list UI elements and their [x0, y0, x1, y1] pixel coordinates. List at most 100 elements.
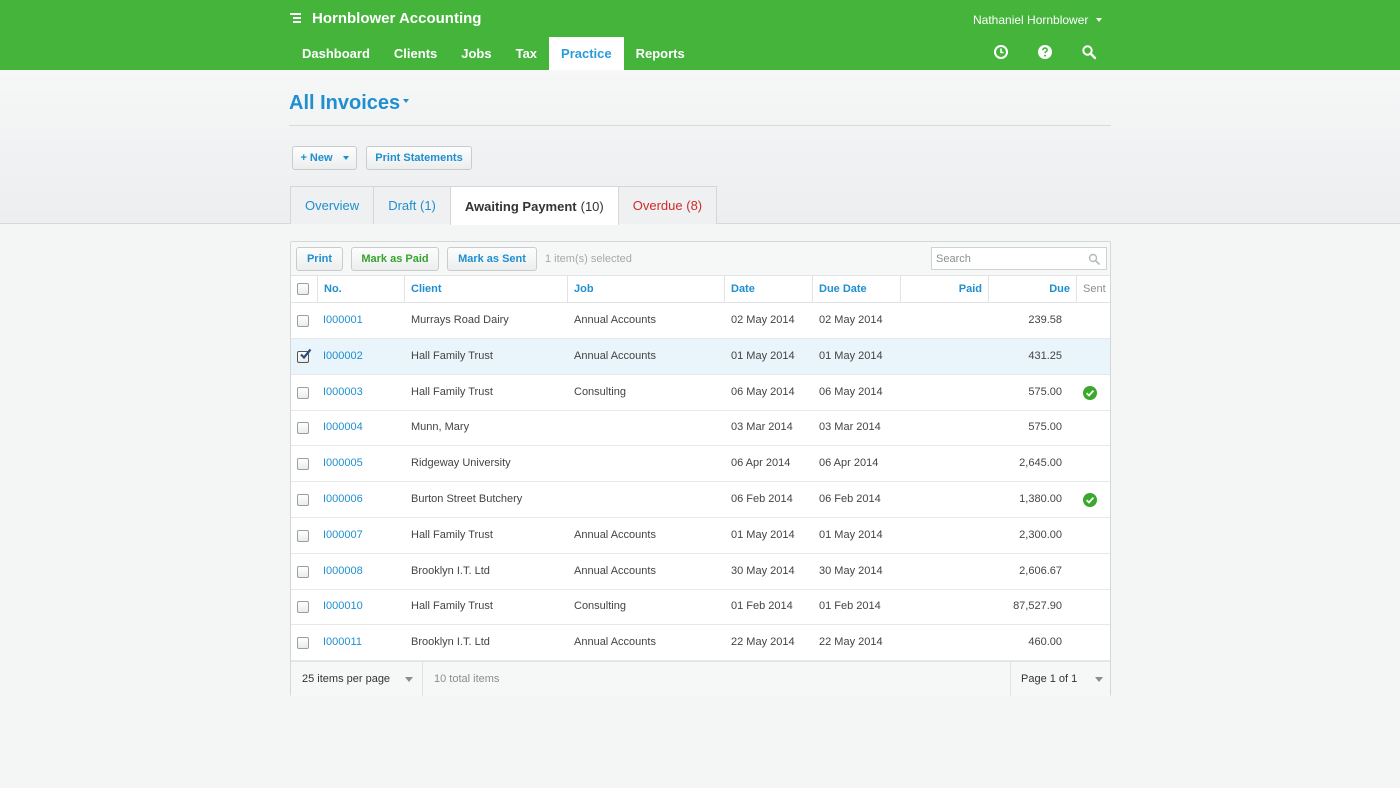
items-per-page-label: 25 items per page — [302, 673, 390, 685]
table-row[interactable]: I000011 Brooklyn I.T. Ltd Annual Accounts 2… — [291, 625, 1110, 661]
nav-jobs[interactable]: Jobs — [449, 37, 503, 70]
paid-cell — [900, 554, 982, 589]
job-cell: Annual Accounts — [574, 625, 656, 660]
table-row[interactable]: I000003 Hall Family Trust Consulting 06 May… — [291, 375, 1110, 411]
due-cell: 1,380.00 — [988, 482, 1062, 517]
client-cell: Murrays Road Dairy — [411, 303, 509, 338]
due-cell: 2,645.00 — [988, 446, 1062, 481]
invoice-number-link[interactable]: I000007 — [323, 518, 363, 553]
col-sent[interactable]: Sent — [1076, 276, 1110, 302]
invoice-number-link[interactable]: I000003 — [323, 375, 363, 410]
tab-awaiting-payment[interactable]: Awaiting Payment (10) — [450, 186, 619, 225]
chevron-down-icon — [1096, 18, 1102, 22]
tab-label: Draft — [388, 198, 416, 213]
row-checkbox[interactable] — [297, 422, 309, 434]
main-nav: Dashboard Clients Jobs Tax Practice Repo… — [290, 37, 697, 70]
row-checkbox[interactable] — [297, 458, 309, 470]
paid-cell — [900, 303, 982, 338]
col-client[interactable]: Client — [404, 276, 567, 302]
help-icon[interactable] — [1037, 44, 1053, 60]
nav-reports[interactable]: Reports — [624, 37, 697, 70]
invoice-number-link[interactable]: I000006 — [323, 482, 363, 517]
mark-as-sent-button[interactable]: Mark as Sent — [447, 247, 537, 271]
tab-count: (8) — [686, 198, 702, 213]
table-row[interactable]: I000004 Munn, Mary 03 Mar 2014 03 Mar 2014 5… — [291, 410, 1110, 446]
invoice-number-link[interactable]: I000005 — [323, 446, 363, 481]
due-date-cell: 03 Mar 2014 — [819, 410, 881, 445]
client-cell: Munn, Mary — [411, 410, 469, 445]
table-row[interactable]: I000005 Ridgeway University 06 Apr 2014 06 … — [291, 446, 1110, 482]
due-date-cell: 06 Apr 2014 — [819, 446, 878, 481]
sent-check-icon — [1083, 493, 1097, 507]
nav-practice[interactable]: Practice — [549, 37, 624, 70]
col-no[interactable]: No. — [317, 276, 404, 302]
client-cell: Hall Family Trust — [411, 589, 493, 624]
row-checkbox[interactable] — [297, 601, 309, 613]
table-row[interactable]: I000008 Brooklyn I.T. Ltd Annual Accounts 3… — [291, 554, 1110, 590]
nav-tax[interactable]: Tax — [504, 37, 549, 70]
invoice-number-link[interactable]: I000011 — [323, 625, 362, 660]
date-cell: 06 Apr 2014 — [731, 446, 790, 481]
paid-cell — [900, 625, 982, 660]
invoice-number-link[interactable]: I000001 — [323, 303, 363, 338]
mark-as-paid-button[interactable]: Mark as Paid — [351, 247, 439, 271]
page-select[interactable]: Page 1 of 1 — [1010, 662, 1110, 696]
table-row[interactable]: I000006 Burton Street Butchery 06 Feb 2014… — [291, 482, 1110, 518]
col-due[interactable]: Due — [988, 276, 1076, 302]
row-checkbox[interactable] — [297, 315, 309, 327]
invoice-number-link[interactable]: I000002 — [323, 339, 363, 374]
row-checkbox[interactable] — [297, 566, 309, 578]
title-divider — [289, 125, 1111, 126]
table-row[interactable]: I000001 Murrays Road Dairy Annual Accounts… — [291, 303, 1110, 339]
table-row[interactable]: I000007 Hall Family Trust Annual Accounts 0… — [291, 518, 1110, 554]
paid-cell — [900, 589, 982, 624]
due-date-cell: 02 May 2014 — [819, 303, 883, 338]
tab-overview[interactable]: Overview — [290, 186, 374, 224]
invoice-number-link[interactable]: I000004 — [323, 410, 363, 445]
col-due-date[interactable]: Due Date — [812, 276, 900, 302]
date-cell: 02 May 2014 — [731, 303, 795, 338]
clock-icon[interactable] — [993, 44, 1009, 60]
magnifier-icon[interactable] — [1088, 253, 1100, 268]
row-checkbox[interactable] — [297, 530, 309, 542]
date-cell: 06 Feb 2014 — [731, 482, 793, 517]
select-all-checkbox[interactable] — [297, 283, 309, 295]
row-checkbox[interactable] — [297, 637, 309, 649]
print-button[interactable]: Print — [296, 247, 343, 271]
client-cell: Brooklyn I.T. Ltd — [411, 554, 490, 589]
print-statements-button[interactable]: Print Statements — [366, 146, 472, 170]
items-per-page-select[interactable]: 25 items per page — [291, 662, 423, 696]
date-cell: 06 May 2014 — [731, 375, 795, 410]
user-menu[interactable]: Nathaniel Hornblower — [973, 13, 1102, 27]
col-job[interactable]: Job — [567, 276, 724, 302]
nav-dashboard[interactable]: Dashboard — [290, 37, 382, 70]
nav-clients[interactable]: Clients — [382, 37, 449, 70]
col-date[interactable]: Date — [724, 276, 812, 302]
row-checkbox[interactable] — [297, 387, 309, 399]
app-brand[interactable]: Hornblower Accounting — [290, 9, 481, 27]
due-date-cell: 01 May 2014 — [819, 339, 883, 374]
new-button-label: + New — [300, 152, 332, 164]
search-input[interactable] — [932, 248, 1082, 269]
search-icon[interactable] — [1081, 44, 1097, 60]
tab-overdue[interactable]: Overdue (8) — [618, 186, 717, 224]
table-footer: 25 items per page 10 total items Page 1 … — [291, 661, 1110, 696]
table-row[interactable]: I000010 Hall Family Trust Consulting 01 Feb… — [291, 589, 1110, 625]
paid-cell — [900, 375, 982, 410]
invoice-number-link[interactable]: I000010 — [323, 589, 363, 624]
due-cell: 2,300.00 — [988, 518, 1062, 553]
new-button[interactable]: + New — [292, 146, 357, 170]
invoice-number-link[interactable]: I000008 — [323, 554, 363, 589]
job-cell: Annual Accounts — [574, 339, 656, 374]
col-paid[interactable]: Paid — [900, 276, 988, 302]
due-date-cell: 06 Feb 2014 — [819, 482, 881, 517]
paid-cell — [900, 410, 982, 445]
tab-draft[interactable]: Draft (1) — [373, 186, 451, 224]
page-title[interactable]: All Invoices — [289, 92, 409, 115]
table-row[interactable]: I000002 Hall Family Trust Annual Accounts 0… — [291, 339, 1110, 375]
paid-cell — [900, 482, 982, 517]
row-checkbox[interactable] — [297, 351, 309, 363]
due-date-cell: 22 May 2014 — [819, 625, 883, 660]
invoice-panel: Print Mark as Paid Mark as Sent 1 item(s… — [290, 241, 1111, 696]
row-checkbox[interactable] — [297, 494, 309, 506]
